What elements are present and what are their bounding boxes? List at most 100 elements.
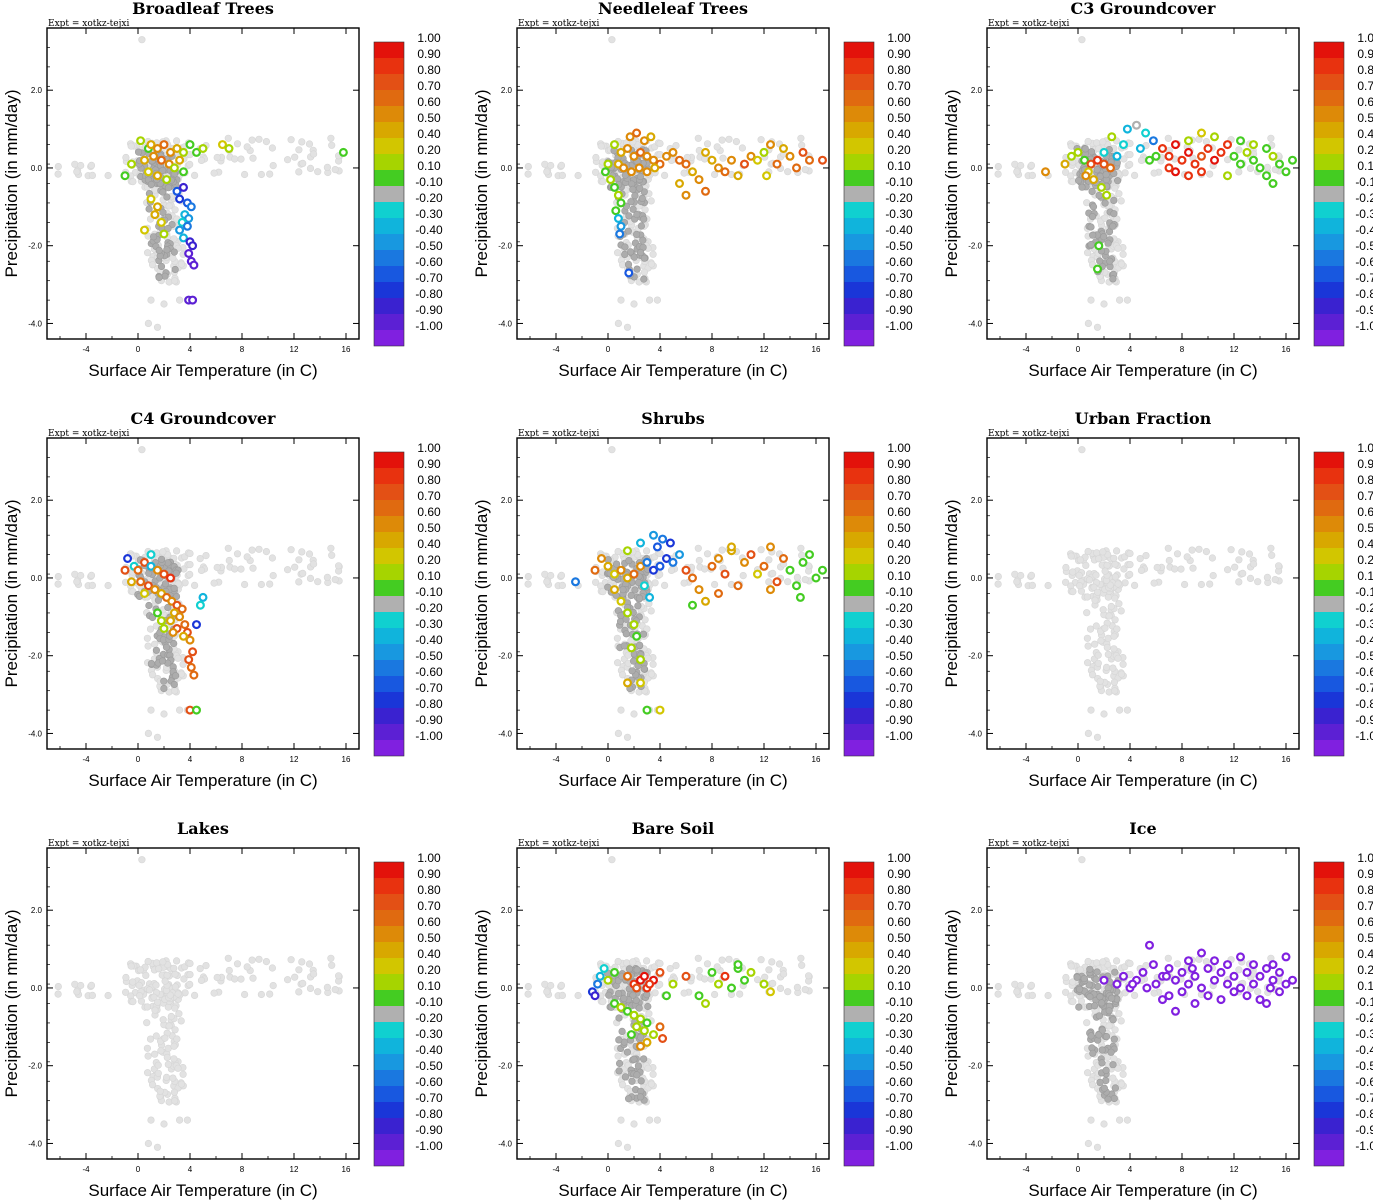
background-point: [1099, 138, 1107, 146]
x-tick-label: 0: [606, 755, 611, 764]
background-point: [994, 990, 1002, 998]
background-point: [1096, 677, 1104, 685]
neutral-point: [1096, 1078, 1104, 1086]
neutral-point: [1110, 1035, 1118, 1043]
colorbar-label: -0.30: [415, 207, 443, 221]
neutral-point: [1102, 171, 1110, 179]
data-point: [700, 596, 710, 606]
colorbar-swatch: [1314, 1054, 1344, 1070]
colorbar-label: -0.60: [1355, 1075, 1373, 1089]
colorbar-label: -0.80: [885, 287, 913, 301]
x-tick-label: 0: [136, 1165, 141, 1174]
colorbar-swatch: [1314, 894, 1344, 910]
colorbar-swatch: [844, 298, 874, 314]
background-point: [614, 319, 623, 328]
neutral-point: [1088, 187, 1096, 196]
neutral-point: [1100, 1084, 1108, 1092]
colorbar-swatch: [374, 266, 404, 282]
colorbar-swatch: [1314, 1118, 1344, 1134]
data-point: [127, 159, 137, 169]
background-point: [147, 1116, 155, 1124]
background-point: [331, 575, 339, 584]
background-point: [1111, 573, 1119, 581]
x-tick-label: 8: [1180, 1165, 1185, 1174]
background-point: [694, 544, 702, 552]
colorbar-label: -0.90: [885, 303, 913, 317]
background-point: [159, 958, 167, 966]
data-point: [1235, 983, 1245, 993]
data-point: [1170, 1006, 1180, 1016]
colorbar-label: 0.10: [1357, 569, 1373, 583]
data-point: [687, 573, 697, 583]
background-point: [191, 171, 199, 179]
colorbar-swatch: [1314, 516, 1344, 532]
colorbar-swatch: [844, 1134, 874, 1150]
background-point: [718, 956, 726, 964]
experiment-label: Expt = xotkz-tejxi: [518, 19, 599, 29]
neutral-point: [615, 1059, 624, 1067]
background-point: [129, 978, 137, 986]
colorbar-swatch: [844, 1070, 874, 1086]
data-point: [136, 136, 146, 146]
background-point: [87, 981, 96, 990]
data-point: [1216, 995, 1226, 1005]
background-point: [1104, 593, 1112, 601]
background-point: [701, 565, 709, 573]
data-point: [713, 553, 723, 563]
data-point: [655, 705, 665, 715]
background-point: [160, 300, 168, 308]
data-point: [622, 678, 632, 688]
neutral-point: [145, 601, 153, 610]
data-point: [622, 608, 632, 618]
background-point: [171, 206, 179, 214]
background-point: [994, 170, 1002, 178]
y-tick-label: 2.0: [501, 496, 513, 505]
data-point: [609, 967, 619, 977]
data-point: [726, 542, 736, 552]
data-point: [603, 159, 613, 169]
data-point: [639, 136, 649, 146]
data-point: [159, 623, 169, 633]
colorbar-label: 0.10: [417, 159, 441, 173]
data-point: [1274, 159, 1284, 169]
colorbar-label: -0.90: [415, 303, 443, 317]
panel-title: Needleleaf Trees: [598, 0, 748, 18]
background-point: [314, 988, 322, 996]
background-point: [323, 163, 332, 171]
neutral-point: [636, 172, 645, 181]
data-point: [159, 229, 169, 239]
background-point: [1110, 632, 1118, 640]
colorbar-swatch: [374, 692, 404, 708]
background-point: [1271, 575, 1279, 584]
colorbar-swatch: [374, 452, 404, 468]
colorbar-label: -1.00: [415, 1139, 443, 1153]
data-point: [1203, 963, 1213, 973]
data-point: [804, 155, 814, 165]
background-point: [1130, 991, 1139, 1000]
neutral-point: [1102, 1032, 1111, 1041]
background-point: [197, 976, 206, 985]
data-point: [1203, 144, 1213, 154]
background-point: [1027, 981, 1036, 990]
colorbar-swatch: [374, 1006, 404, 1022]
plot-area: [517, 848, 829, 1159]
colorbar-label: -0.60: [415, 1075, 443, 1089]
data-point: [668, 979, 678, 989]
y-tick-label: -2.0: [498, 652, 512, 661]
data-point: [655, 967, 665, 977]
data-point: [224, 144, 234, 154]
colorbar: 1.00 0.90 0.80 0.70 0.60 0.50 0.40 0.20 0.10 -0.1…: [373, 31, 443, 347]
background-point: [779, 970, 788, 978]
colorbar-label: 0.10: [1357, 979, 1373, 993]
background-point: [1093, 1143, 1102, 1151]
colorbar-label: 0.90: [1357, 47, 1373, 61]
background-point: [147, 706, 155, 714]
neutral-point: [1098, 1059, 1106, 1067]
colorbar-label: 0.10: [887, 979, 911, 993]
neutral-point: [1106, 257, 1114, 265]
background-point: [798, 141, 806, 149]
background-point: [146, 625, 155, 633]
background-point: [71, 980, 79, 988]
data-point: [658, 534, 668, 544]
